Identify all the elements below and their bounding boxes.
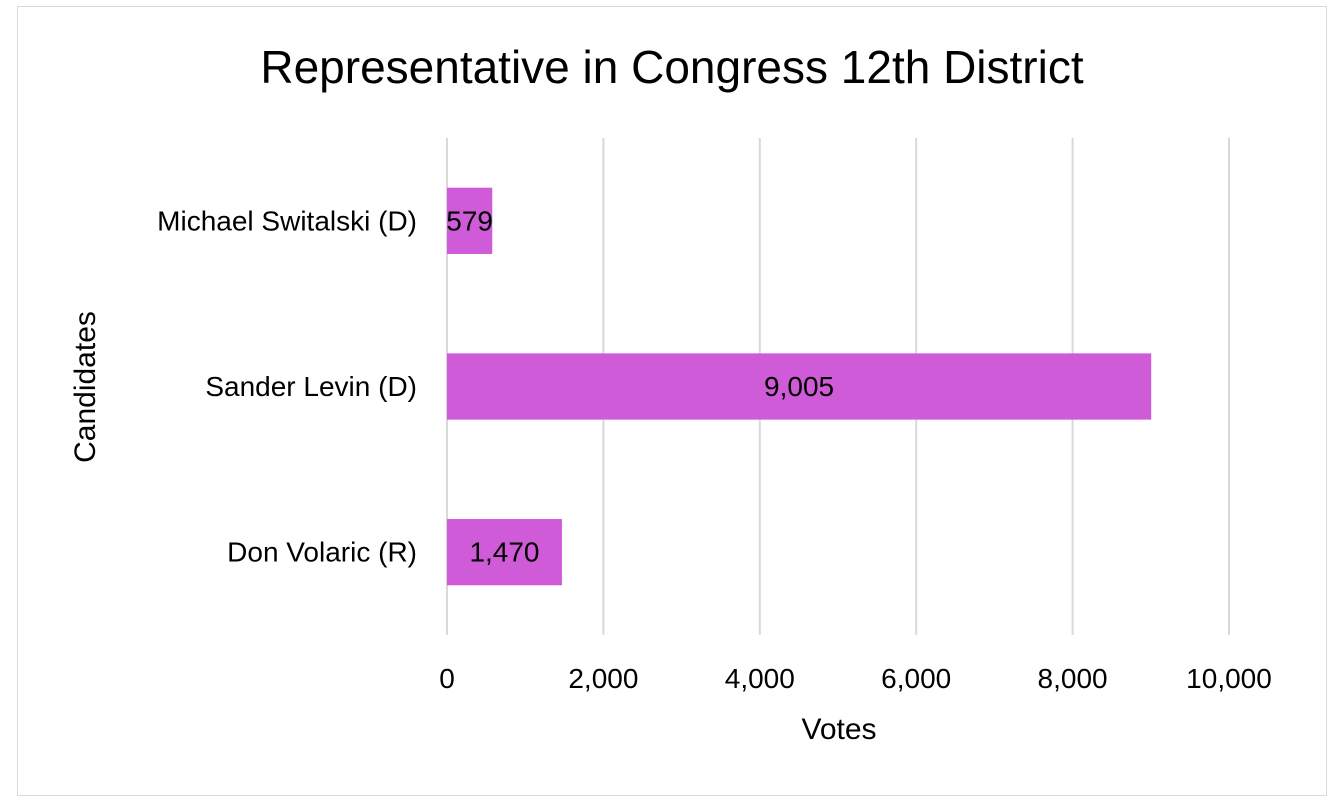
category-label: Michael Switalski (D) xyxy=(157,205,417,236)
data-label: 579 xyxy=(446,205,493,236)
x-tick-label: 0 xyxy=(439,663,455,694)
category-label: Don Volaric (R) xyxy=(227,537,417,568)
bar xyxy=(447,187,493,254)
category-label: Sander Levin (D) xyxy=(205,371,417,402)
x-tick-label: 10,000 xyxy=(1186,663,1272,694)
x-tick-label: 4,000 xyxy=(725,663,795,694)
bar xyxy=(447,519,562,586)
x-tick-label: 2,000 xyxy=(568,663,638,694)
x-tick-label: 6,000 xyxy=(881,663,951,694)
y-axis-title: Candidates xyxy=(69,311,102,463)
data-label: 9,005 xyxy=(764,371,834,402)
category-labels: Michael Switalski (D) Sander Levin (D) Don… xyxy=(157,205,417,567)
x-tick-labels: 0 2,000 4,000 6,000 8,000 10,000 xyxy=(439,663,1272,694)
chart-title: Representative in Congress 12th District xyxy=(260,41,1083,93)
x-axis-title: Votes xyxy=(801,713,876,746)
x-tick-label: 8,000 xyxy=(1038,663,1108,694)
data-label: 1,470 xyxy=(469,537,539,568)
value-labels: 579 9,005 1,470 xyxy=(446,205,834,567)
bars xyxy=(447,187,1152,586)
bar xyxy=(447,353,1152,420)
